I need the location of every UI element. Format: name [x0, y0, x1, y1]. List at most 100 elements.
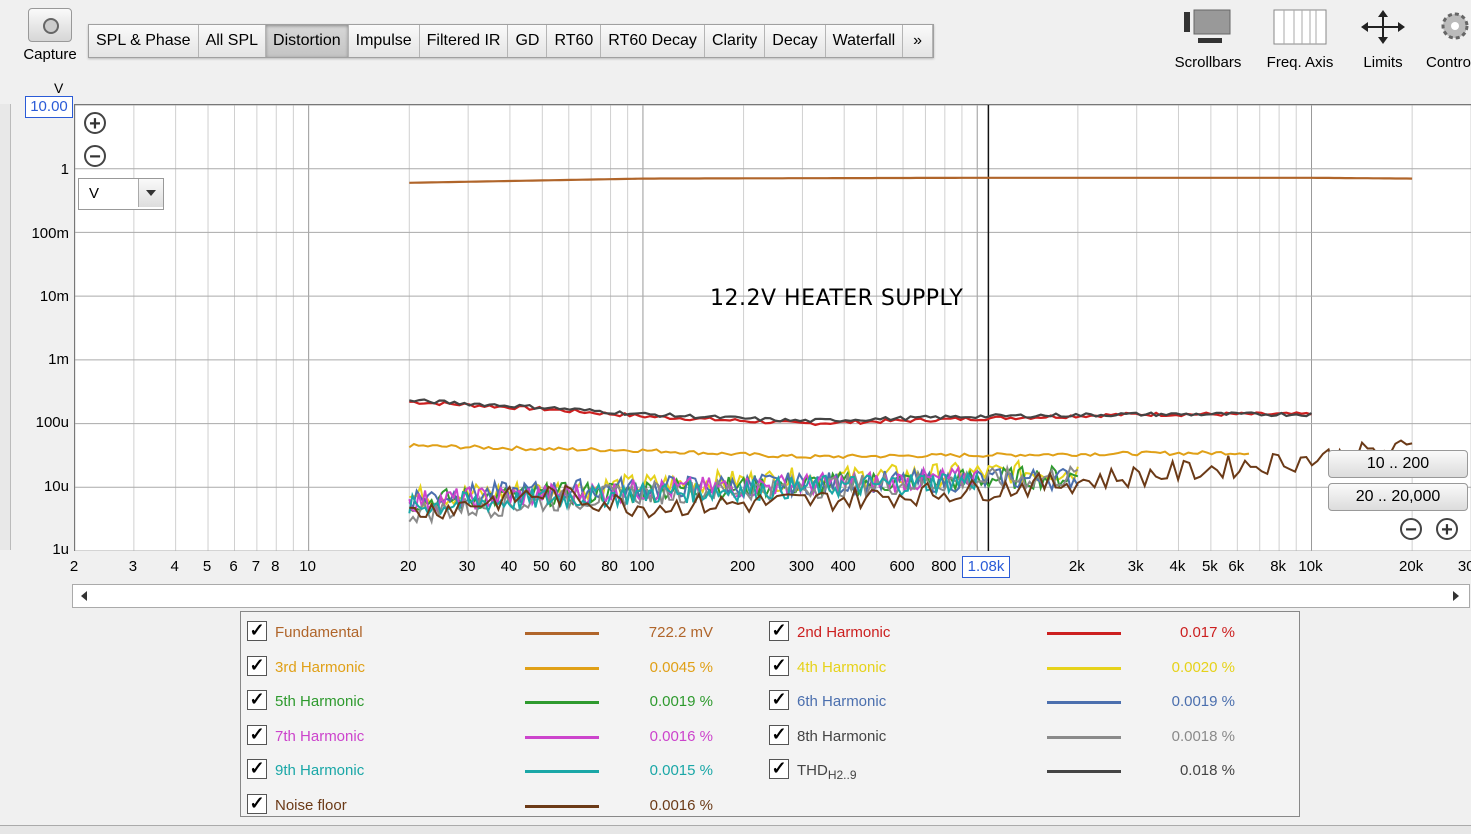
x-tick-label: 100	[629, 558, 655, 575]
unit-select[interactable]: V	[78, 178, 164, 210]
controls-button[interactable]: Contro	[1426, 8, 1471, 71]
scrollbars-button[interactable]: Scrollbars	[1168, 8, 1248, 71]
horizontal-scrollbar[interactable]	[72, 584, 1470, 608]
legend-line-swatch	[525, 632, 599, 635]
x-tick-label: 3	[128, 558, 138, 575]
move-arrows-icon	[1350, 8, 1416, 46]
graph-tabs: SPL & Phase All SPL Distortion Impulse F…	[88, 24, 935, 58]
legend-item: ✓ 5th Harmonic 0.0019 %	[241, 685, 761, 719]
y-axis-top-value[interactable]: 10.00	[25, 96, 73, 118]
legend-name: 3rd Harmonic	[275, 658, 366, 676]
legend-name: Fundamental	[275, 624, 363, 641]
legend-name: 6th Harmonic	[797, 693, 887, 710]
x-tick-label: 5	[202, 558, 212, 575]
vertical-scrollbar[interactable]	[0, 104, 11, 550]
x-tick-label: 80	[601, 558, 618, 575]
legend-value: 722.2 mV	[648, 624, 713, 641]
legend-item: ✓ 2nd Harmonic 0.017 %	[763, 616, 1283, 650]
series-line-thd	[409, 398, 1313, 424]
freq-axis-label: Freq. Axis	[1266, 54, 1334, 71]
x-tick-label: 600	[889, 558, 915, 575]
y-tick-label: 1u	[52, 541, 69, 558]
x-tick-label: 6	[229, 558, 238, 575]
tab-waterfall[interactable]: Waterfall	[825, 25, 904, 57]
legend-checkbox[interactable]: ✓	[247, 793, 267, 814]
x-tick-label: 8k	[1270, 558, 1287, 575]
controls-label: Contro	[1426, 54, 1471, 71]
legend-line-swatch	[1047, 666, 1121, 670]
series-line-fundamental	[409, 176, 1413, 184]
x-zoom-out-icon[interactable]: −	[1400, 518, 1422, 540]
legend-name: 9th Harmonic	[275, 762, 365, 779]
legend-checkbox[interactable]: ✓	[769, 655, 789, 676]
zoom-out-icon[interactable]: −	[84, 145, 106, 167]
legend-checkbox[interactable]: ✓	[247, 690, 267, 710]
legend-name: 8th Harmonic	[797, 727, 887, 745]
tab-rt60-decay[interactable]: RT60 Decay	[601, 25, 705, 57]
legend-checkbox[interactable]: ✓	[769, 759, 789, 779]
legend-item: ✓ 8th Harmonic 0.0018 %	[763, 720, 1283, 754]
x-tick-label: 300	[788, 558, 814, 575]
legend-checkbox[interactable]: ✓	[247, 724, 267, 745]
legend-item: ✓ Fundamental 722.2 mV	[241, 616, 761, 650]
x-tick-label: 30k	[1457, 558, 1471, 575]
legend-value: 0.0016 %	[649, 727, 713, 745]
range-10-200-button[interactable]: 10 .. 200	[1328, 450, 1468, 478]
tab-impulse[interactable]: Impulse	[348, 25, 420, 57]
legend-value: 0.0045 %	[649, 658, 713, 676]
tab-spl-phase[interactable]: SPL & Phase	[89, 25, 199, 57]
y-tick-label: 10u	[43, 478, 69, 495]
series-line-9th-harmonic	[408, 470, 979, 516]
zoom-in-icon[interactable]: +	[84, 112, 106, 134]
cursor-frequency[interactable]: 1.08k	[962, 556, 1010, 578]
legend-line-swatch	[1047, 632, 1121, 635]
tab-more[interactable]: »	[903, 25, 934, 57]
unit-select-value: V	[89, 185, 100, 202]
legend-checkbox[interactable]: ✓	[247, 621, 267, 641]
tab-rt60[interactable]: RT60	[547, 25, 602, 57]
freq-axis-icon	[1260, 8, 1340, 46]
legend-checkbox[interactable]: ✓	[247, 655, 267, 676]
range-20-20000-button[interactable]: 20 .. 20,000	[1328, 483, 1468, 511]
capture-button[interactable]: Capture	[20, 8, 80, 63]
legend-value: 0.0016 %	[649, 796, 713, 814]
distortion-plot[interactable]	[74, 104, 1471, 551]
limits-button[interactable]: Limits	[1350, 8, 1416, 71]
legend-checkbox[interactable]: ✓	[247, 759, 267, 779]
x-zoom-in-icon[interactable]: +	[1436, 518, 1458, 540]
distortion-chart	[75, 105, 1471, 551]
legend-checkbox[interactable]: ✓	[769, 621, 789, 641]
tab-gd[interactable]: GD	[508, 25, 548, 57]
capture-label: Capture	[23, 46, 77, 63]
legend-checkbox[interactable]: ✓	[769, 724, 789, 745]
legend-line-swatch	[525, 735, 599, 739]
x-tick-label: 7	[251, 558, 261, 575]
x-tick-label: 10k	[1298, 558, 1323, 575]
gear-icon	[1426, 8, 1471, 46]
y-axis-unit: V	[54, 80, 64, 96]
legend-item: ✓ Noise floor 0.0016 %	[241, 789, 761, 823]
freq-axis-button[interactable]: Freq. Axis	[1260, 8, 1340, 71]
x-tick-label: 40	[500, 558, 518, 575]
tab-decay[interactable]: Decay	[765, 25, 826, 57]
tab-clarity[interactable]: Clarity	[704, 25, 766, 57]
legend-value: 0.018 %	[1179, 762, 1235, 779]
legend-value: 0.0019 %	[1171, 693, 1235, 710]
x-tick-label: 5k	[1201, 558, 1218, 575]
x-tick-label: 4	[170, 558, 179, 575]
graph-annotation: 12.2V HEATER SUPPLY	[710, 286, 964, 311]
legend-value: 0.0019 %	[649, 693, 713, 710]
camera-icon	[28, 8, 72, 42]
tab-all-spl[interactable]: All SPL	[198, 25, 267, 57]
legend-item: ✓ 9th Harmonic 0.0015 %	[241, 754, 761, 788]
tab-filtered-ir[interactable]: Filtered IR	[419, 25, 509, 57]
x-tick-label: 4k	[1169, 558, 1186, 575]
series-line-noise-floor	[409, 439, 1413, 520]
legend-checkbox[interactable]: ✓	[769, 690, 789, 710]
x-tick-label: 20k	[1399, 558, 1424, 575]
tab-distortion[interactable]: Distortion	[266, 25, 349, 57]
chevron-down-icon	[138, 179, 163, 207]
legend-name: 7th Harmonic	[275, 727, 365, 745]
x-tick-label: 30	[458, 558, 476, 575]
legend-value: 0.0018 %	[1171, 727, 1235, 745]
